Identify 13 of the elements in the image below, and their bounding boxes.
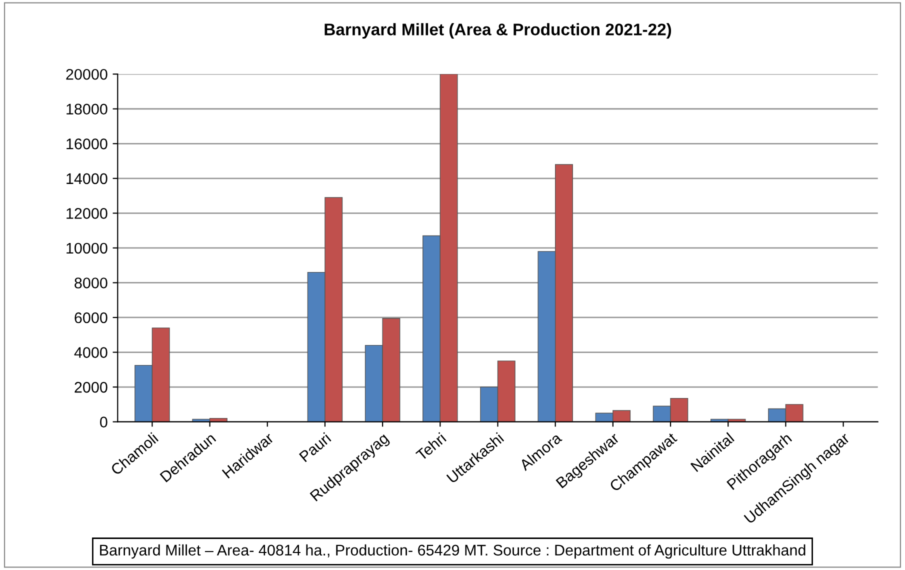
y-tick-label: 0 [100,416,108,428]
y-tick-label: 8000 [74,278,108,288]
chart-title: Barnyard Millet (Area & Production 2021-22) [324,23,672,39]
y-tick-label: 14000 [66,173,108,184]
text: Barnyard Millet – Area- 40814 ha., Production- 65429 MT. Source : Department of Agriculture Uttrakhand [100,544,806,559]
y-tick-label: 4000 [74,347,108,358]
y-tick-label: 6000 [74,312,108,324]
y-tick-label: 10000 [66,242,108,254]
y-tick-label: 20000 [66,68,108,80]
y-tick-label: 2000 [74,382,108,393]
y-tick-label: 16000 [66,138,108,150]
y-tick-label: 18000 [66,104,108,115]
y-tick-label: 12000 [66,208,108,219]
